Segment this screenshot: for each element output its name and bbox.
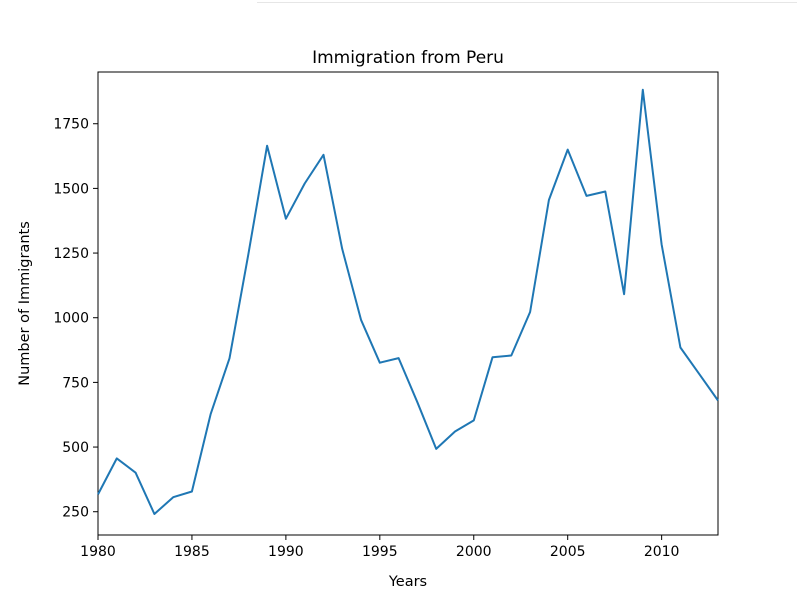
- plot-area-frame: [97, 71, 719, 536]
- y-tick-label: 1750: [53, 117, 89, 133]
- x-tick-label: 1985: [174, 544, 210, 560]
- y-tick-label: 250: [62, 505, 89, 521]
- chart-title: Immigration from Peru: [312, 48, 504, 68]
- x-axis-ticks: 1980 1985 1990 1995 2000 2005 2010: [80, 535, 679, 560]
- y-axis-label: Number of Immigrants: [17, 221, 33, 385]
- x-axis-label: Years: [388, 574, 427, 590]
- series-layer: [97, 88, 719, 515]
- x-tick-label: 1980: [80, 544, 116, 560]
- y-tick-label: 750: [62, 375, 89, 391]
- x-tick-label: 2005: [550, 544, 586, 560]
- x-tick-label: 2000: [456, 544, 492, 560]
- y-tick-label: 1250: [53, 246, 89, 262]
- top-divider-line: [257, 2, 797, 3]
- y-tick-label: 500: [62, 440, 89, 456]
- y-tick-label: 1000: [53, 311, 89, 327]
- y-tick-label: 1500: [53, 181, 89, 197]
- series-line: [97, 88, 719, 515]
- x-tick-label: 1995: [362, 544, 398, 560]
- x-tick-label: 2010: [644, 544, 680, 560]
- x-tick-label: 1990: [268, 544, 304, 560]
- y-axis-ticks: 250 500 750 1000 1250 1500 1750: [53, 117, 98, 521]
